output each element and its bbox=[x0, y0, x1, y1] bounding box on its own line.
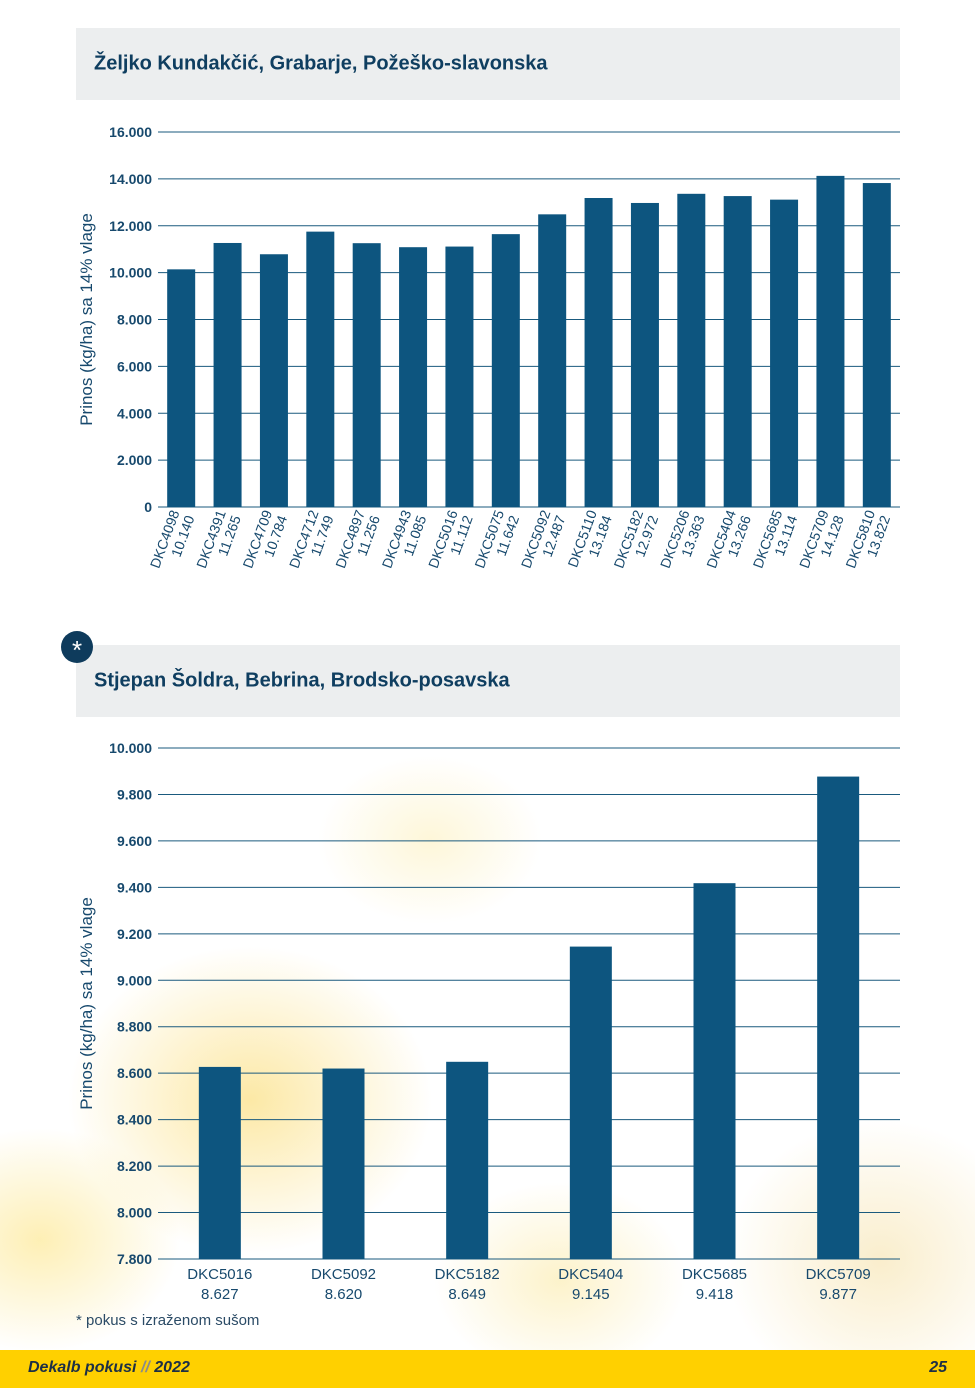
chart-1: 0 2.000 4.000 6.000 8.000 10.000 12.000 14.000 1… bbox=[77, 124, 900, 571]
footer-brand-name: Dekalb pokusi bbox=[28, 1359, 137, 1376]
x-tick-label: DKC5685 bbox=[682, 1266, 747, 1283]
y-axis-label: Prinos (kg/ha) sa 14% vlage bbox=[77, 213, 96, 426]
y-tick-label: 16.000 bbox=[109, 124, 152, 140]
x-tick-label: DKC5016 bbox=[187, 1266, 252, 1283]
bar bbox=[677, 193, 706, 507]
y-axis-label: Prinos (kg/ha) sa 14% vlage bbox=[77, 897, 96, 1110]
bar bbox=[259, 254, 288, 507]
data-label: 9.418 bbox=[696, 1286, 734, 1303]
page-footer: Dekalb pokusi // 2022 25 bbox=[0, 1350, 975, 1388]
bar bbox=[213, 242, 242, 507]
bar bbox=[446, 1061, 489, 1259]
bar bbox=[491, 234, 520, 507]
x-tick-label: DKC5092 bbox=[311, 1266, 376, 1283]
bar bbox=[816, 175, 845, 507]
bar bbox=[862, 183, 891, 507]
y-tick-label: 4.000 bbox=[117, 405, 152, 421]
y-tick-label: 8.000 bbox=[117, 312, 152, 328]
data-label: 8.627 bbox=[201, 1286, 239, 1303]
bar bbox=[569, 946, 612, 1259]
y-tick-label: 2.000 bbox=[117, 452, 152, 468]
y-tick-label: 8.600 bbox=[117, 1065, 152, 1081]
bar bbox=[322, 1068, 365, 1259]
footer-year: 2022 bbox=[154, 1359, 190, 1376]
data-label: 9.145 bbox=[572, 1286, 610, 1303]
bar bbox=[352, 243, 381, 507]
y-tick-label: 9.400 bbox=[117, 879, 152, 895]
y-tick-label: 8.200 bbox=[117, 1158, 152, 1174]
footer-brand: Dekalb pokusi // 2022 bbox=[28, 1359, 190, 1377]
y-tick-label: 0 bbox=[144, 499, 152, 515]
y-tick-label: 10.000 bbox=[109, 265, 152, 281]
footnote: * pokus s izraženom sušom bbox=[76, 1312, 260, 1329]
chart-2-title-box: Stjepan Šoldra, Bebrina, Brodsko-posavsk… bbox=[76, 645, 900, 717]
data-label: 9.877 bbox=[819, 1286, 857, 1303]
footer-separator: // bbox=[140, 1359, 150, 1376]
y-tick-label: 6.000 bbox=[117, 358, 152, 374]
bar bbox=[584, 198, 613, 507]
bar bbox=[693, 883, 736, 1259]
bar bbox=[723, 196, 752, 507]
bar bbox=[445, 246, 474, 507]
y-tick-label: 7.800 bbox=[117, 1251, 152, 1267]
y-tick-label: 9.600 bbox=[117, 833, 152, 849]
chart-2: 7.800 8.000 8.200 8.400 8.600 8.800 9.000 9.200… bbox=[77, 740, 900, 1303]
y-tick-label: 10.000 bbox=[109, 740, 152, 756]
y-tick-label: 12.000 bbox=[109, 218, 152, 234]
data-label: 8.649 bbox=[448, 1286, 486, 1303]
bar bbox=[198, 1066, 241, 1259]
bar bbox=[817, 776, 860, 1259]
chart-1-title: Željko Kundakčić, Grabarje, Požeško-slav… bbox=[94, 52, 548, 75]
chart-1-title-box: Željko Kundakčić, Grabarje, Požeško-slav… bbox=[76, 28, 900, 100]
page-number: 25 bbox=[929, 1359, 947, 1376]
bar bbox=[538, 214, 567, 507]
bar bbox=[167, 269, 196, 507]
y-tick-label: 8.400 bbox=[117, 1112, 152, 1128]
chart-2-title: Stjepan Šoldra, Bebrina, Brodsko-posavsk… bbox=[94, 669, 510, 692]
bar bbox=[630, 202, 659, 507]
x-tick-label: DKC5709 bbox=[806, 1266, 871, 1283]
y-tick-label: 9.000 bbox=[117, 972, 152, 988]
bar bbox=[399, 247, 428, 507]
y-tick-label: 14.000 bbox=[109, 171, 152, 187]
drought-badge: * bbox=[61, 631, 93, 665]
x-tick-label: DKC5182 bbox=[435, 1266, 500, 1283]
y-tick-label: 9.200 bbox=[117, 926, 152, 942]
data-label: 8.620 bbox=[325, 1286, 363, 1303]
x-tick-label: DKC5404 bbox=[558, 1266, 623, 1283]
y-tick-label: 9.800 bbox=[117, 786, 152, 802]
bar bbox=[770, 199, 799, 507]
y-tick-label: 8.000 bbox=[117, 1205, 152, 1221]
y-tick-label: 8.800 bbox=[117, 1019, 152, 1035]
bar bbox=[306, 231, 335, 507]
